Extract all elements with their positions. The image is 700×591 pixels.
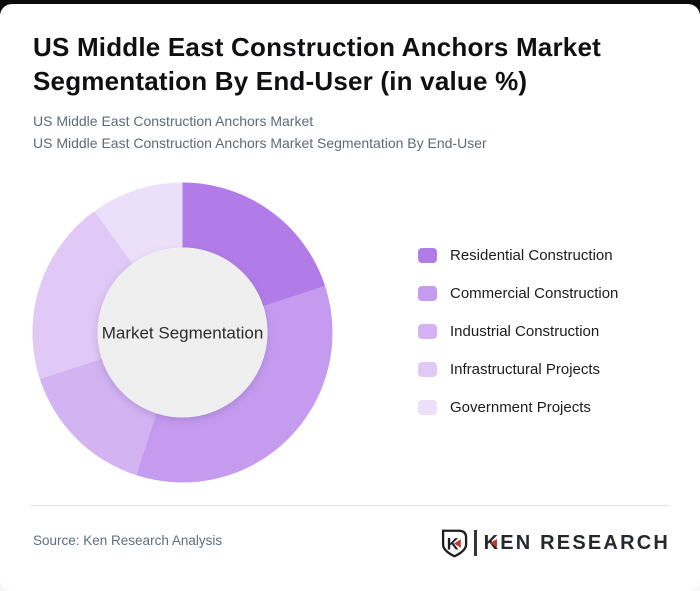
ken-research-logo: K KEN RESEARCH <box>440 528 670 558</box>
chart-card: US Middle East Construction Anchors Mark… <box>0 4 700 591</box>
chart-subtitles: US Middle East Construction Anchors Mark… <box>33 111 487 154</box>
subtitle-line-1: US Middle East Construction Anchors Mark… <box>33 113 314 129</box>
logo-wordmark: KEN RESEARCH <box>484 528 670 558</box>
donut-segment-government-projects[interactable] <box>94 182 183 264</box>
shield-monogram: K <box>447 535 459 553</box>
legend-item-infrastructural-projects[interactable]: Infrastructural Projects <box>418 361 618 378</box>
footer-divider <box>30 505 670 506</box>
donut-chart: Market Segmentation <box>22 172 343 493</box>
shield-red-arrow-icon <box>454 538 461 548</box>
chart-legend: Residential Construction Commercial Cons… <box>418 247 619 438</box>
legend-swatch-icon <box>418 362 437 377</box>
donut-segment-commercial-construction[interactable] <box>136 286 333 483</box>
donut-hole <box>97 247 268 418</box>
legend-swatch-icon <box>418 324 437 339</box>
legend-label: Commercial Construction <box>450 285 619 302</box>
legend-label: Infrastructural Projects <box>450 361 601 378</box>
donut-center-label: Market Segmentation <box>102 324 264 343</box>
source-note: Source: Ken Research Analysis <box>33 533 223 548</box>
legend-swatch-icon <box>418 286 437 301</box>
legend-swatch-icon <box>418 400 437 415</box>
ken-research-shield-icon: K <box>442 529 468 558</box>
legend-label: Government Projects <box>450 399 591 416</box>
legend-label: Residential Construction <box>450 247 613 264</box>
logo-text: KEN RESEARCH <box>483 532 670 554</box>
logo-separator <box>474 530 477 556</box>
donut-segment-infrastructural-projects[interactable] <box>32 211 133 379</box>
legend-item-industrial-construction[interactable]: Industrial Construction <box>418 323 618 340</box>
wordmark-red-arrow-icon <box>490 539 498 547</box>
legend-swatch-icon <box>418 248 437 263</box>
legend-item-commercial-construction[interactable]: Commercial Construction <box>418 285 619 302</box>
donut-segment-industrial-construction[interactable] <box>39 358 157 476</box>
legend-label: Industrial Construction <box>450 323 600 340</box>
donut-segment-residential-construction[interactable] <box>182 182 326 307</box>
subtitle-line-2: US Middle East Construction Anchors Mark… <box>33 134 487 151</box>
chart-title: US Middle East Construction Anchors Mark… <box>33 32 601 96</box>
legend-item-government-projects[interactable]: Government Projects <box>418 399 618 416</box>
legend-item-residential-construction[interactable]: Residential Construction <box>418 247 618 264</box>
